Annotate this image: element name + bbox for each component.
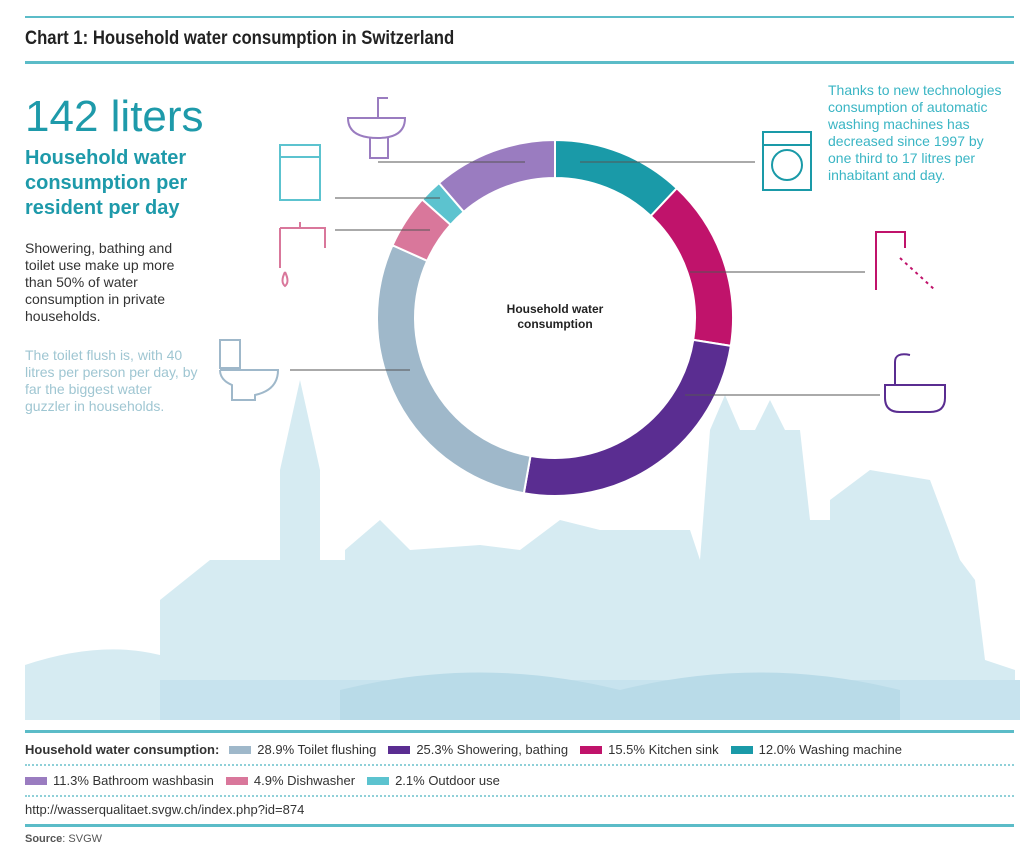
source-value: : SVGW xyxy=(62,833,103,845)
title-rule xyxy=(25,61,1014,64)
legend-label: 25.3% Showering, bathing xyxy=(416,742,569,757)
legend-swatch xyxy=(25,776,47,785)
legend-label: 28.9% Toilet flushing xyxy=(257,742,377,757)
legend-swatch xyxy=(580,745,603,754)
paragraph-toilet: The toilet flush is, with 40 litres per … xyxy=(25,347,198,414)
legend-swatch xyxy=(225,776,248,785)
legend-swatch xyxy=(388,745,411,754)
source-url[interactable]: http://wasserqualitaet.svgw.ch/index.php… xyxy=(25,802,305,817)
donut-slice-showering-bathing xyxy=(522,338,732,497)
legend-row-1: Household water consumption: 28.9% Toile… xyxy=(25,742,914,757)
bottom-rule xyxy=(25,824,1014,827)
donut-slice-washing-machine xyxy=(554,138,679,218)
subheadline: Household water consumption per resident… xyxy=(25,147,188,219)
legend-item: 15.5% Kitchen sink xyxy=(580,742,719,757)
washing-machine-note: Thanks to new technologies consumption o… xyxy=(828,82,1002,183)
donut-slice-toilet-flushing xyxy=(376,243,532,495)
legend-label: 11.3% Bathroom washbasin xyxy=(53,773,214,788)
legend-item: 11.3% Bathroom washbasin xyxy=(25,773,214,788)
donut-slice-kitchen-sink xyxy=(649,186,734,347)
leader-lines xyxy=(290,161,880,396)
headline: 142 liters xyxy=(25,92,204,141)
donut-center-label: Household water consumption xyxy=(506,302,604,331)
legend-swatch xyxy=(730,745,753,754)
legend-item: 28.9% Toilet flushing xyxy=(229,742,376,757)
divider xyxy=(25,764,1014,766)
legend-item: 2.1% Outdoor use xyxy=(367,773,500,788)
legend-label: 15.5% Kitchen sink xyxy=(608,742,719,757)
paragraph-showering: Showering, bathing and toilet use make u… xyxy=(25,240,175,324)
legend-swatch xyxy=(229,745,252,754)
source-label: Source xyxy=(25,833,63,845)
legend-item: 25.3% Showering, bathing xyxy=(388,742,568,757)
bathtub-icon xyxy=(884,353,946,413)
legend-label: 2.1% Outdoor use xyxy=(395,773,500,788)
legend-item: 12.0% Washing machine xyxy=(730,742,902,757)
faucet-icon xyxy=(875,231,936,291)
top-rule xyxy=(25,16,1014,18)
chart-title: Chart 1: Household water consumption in … xyxy=(25,28,455,49)
legend-swatch xyxy=(367,776,390,785)
legend-rule xyxy=(25,730,1014,733)
legend-row-2: 11.3% Bathroom washbasin 4.9% Dishwasher 2… xyxy=(25,773,512,788)
tap-icon xyxy=(279,222,326,288)
city-skyline xyxy=(25,380,1020,720)
washbasin-icon xyxy=(346,97,407,159)
toilet-icon xyxy=(219,339,280,401)
legend-label: 12.0% Washing machine xyxy=(758,742,902,757)
washing-machine-icon xyxy=(762,131,812,191)
source-line: Source: SVGW xyxy=(25,833,102,845)
legend-item: 4.9% Dishwasher xyxy=(225,773,356,788)
legend-label: 4.9% Dishwasher xyxy=(253,773,356,788)
dishwasher-icon xyxy=(279,144,321,201)
chart-svg xyxy=(25,97,1020,720)
divider xyxy=(25,795,1014,797)
donut-slice-bathroom-washbasin xyxy=(437,138,556,214)
legend-title: Household water consumption: xyxy=(25,742,220,757)
